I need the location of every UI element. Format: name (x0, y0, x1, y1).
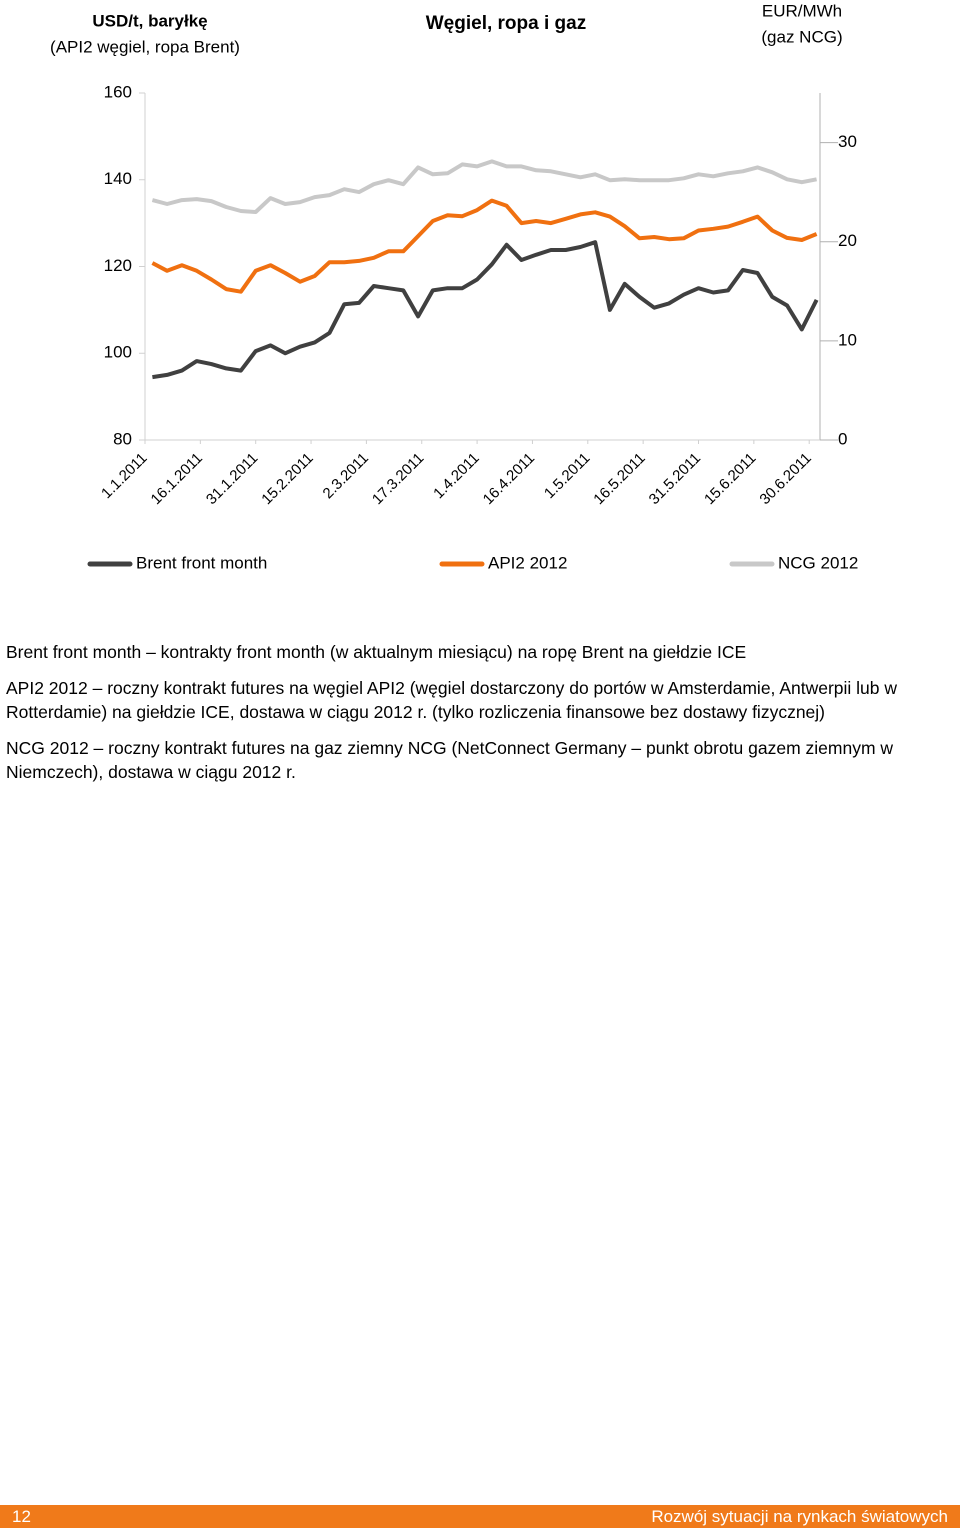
x-tick-label: 16.4.2011 (480, 450, 538, 508)
x-tick-label: 31.5.2011 (646, 450, 704, 508)
page-number: 12 (12, 1507, 31, 1526)
y2-tick-label: 10 (838, 330, 857, 349)
y-tick-label: 80 (113, 429, 132, 448)
x-tick-label: 17.3.2011 (369, 450, 427, 508)
x-tick-label: 16.1.2011 (148, 450, 206, 508)
y-tick-label: 120 (104, 256, 132, 275)
y-tick-label: 140 (104, 169, 132, 188)
chart: USD/t, baryłkę (API2 węgiel, ropa Brent)… (50, 1, 858, 572)
y2-tick-label: 20 (838, 231, 857, 250)
y-tick-label: 100 (104, 343, 132, 362)
y-axis-label: (API2 węgiel, ropa Brent) (50, 37, 240, 56)
y2-tick-label: 0 (838, 429, 847, 448)
x-tick-label: 15.2.2011 (258, 450, 316, 508)
x-tick-label: 1.4.2011 (430, 450, 483, 503)
x-tick-label: 1.1.2011 (98, 450, 151, 503)
x-tick-label: 1.5.2011 (541, 450, 594, 503)
series-line (151, 159, 817, 214)
footer: 12 Rozwój sytuacji na rynkach światowych (0, 1505, 960, 1528)
notes: Brent front month – kontrakty front mont… (6, 640, 936, 796)
y2-tick-label: 30 (838, 132, 857, 151)
series-line (151, 198, 818, 294)
chart-title: Węgiel, ropa i gaz (426, 13, 586, 34)
series-line (152, 240, 819, 380)
x-tick-label: 16.5.2011 (590, 450, 648, 508)
y2-axis-label: (gaz NCG) (761, 27, 842, 46)
note: NCG 2012 – roczny kontrakt futures na ga… (6, 738, 894, 782)
x-tick-label: 30.6.2011 (756, 450, 814, 508)
x-tick-label: 15.6.2011 (701, 450, 759, 508)
footer-text: Rozwój sytuacji na rynkach światowych (651, 1507, 948, 1526)
x-tick-label: 31.1.2011 (203, 450, 261, 508)
y2-axis-label: EUR/MWh (762, 1, 842, 20)
legend-label: Brent front month (136, 553, 267, 572)
y-axis-label: USD/t, baryłkę (92, 11, 207, 30)
x-tick-label: 2.3.2011 (320, 450, 373, 503)
y-tick-label: 160 (104, 82, 132, 101)
legend-label: API2 2012 (488, 553, 567, 572)
legend-label: NCG 2012 (778, 553, 858, 572)
note: Brent front month – kontrakty front mont… (6, 642, 747, 662)
note: API2 2012 – roczny kontrakt futures na w… (6, 678, 898, 722)
